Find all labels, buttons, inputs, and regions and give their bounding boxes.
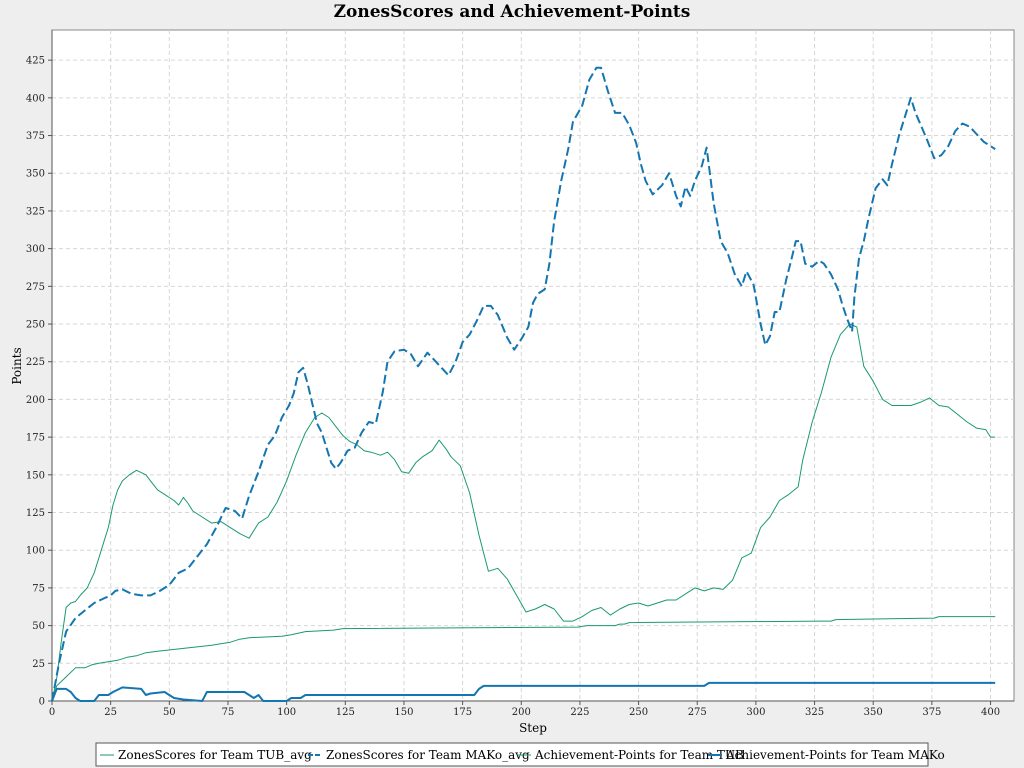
x-tick-label: 325 [805,707,824,718]
legend-label: ZonesScores for Team TUB_avg [118,748,312,762]
y-axis-label: Points [10,347,24,384]
y-tick-label: 275 [26,282,45,293]
legend-box [95,742,929,767]
y-tick-label: 200 [26,395,45,406]
x-tick-label: 50 [163,707,176,718]
legend-label: Achievement-Points for Team TUB [534,748,744,762]
grid-lines [52,30,1014,701]
x-tick-label: 275 [688,707,707,718]
y-tick-label: 50 [32,621,45,632]
y-tick-label: 25 [32,659,45,670]
legend-label: Achievement-Points for Team MAKo [725,748,945,762]
legend: ZonesScores for Team TUB_avg ZonesScores … [95,742,945,767]
x-tick-label: 150 [394,707,413,718]
y-tick-label: 225 [26,357,45,368]
x-tick-label: 175 [453,707,472,718]
x-ticks: 0 25 50 75 100 125 150 175 200 225 250 275 300 325 350… [49,701,1000,718]
x-tick-label: 375 [922,707,941,718]
y-tick-label: 250 [26,320,45,331]
x-tick-label: 300 [746,707,765,718]
x-axis-label: Step [519,721,547,735]
x-tick-label: 125 [336,707,355,718]
y-tick-label: 400 [26,93,45,104]
y-tick-label: 425 [26,56,45,67]
y-tick-label: 100 [26,546,45,557]
x-tick-label: 25 [104,707,117,718]
y-ticks: 0 25 50 75 100 125 150 175 200 225 250 275 300 325 350… [26,56,52,708]
x-tick-label: 200 [512,707,531,718]
x-tick-label: 75 [222,707,235,718]
x-tick-label: 350 [864,707,883,718]
series-line-achievement-points-for-team-mako [51,681,996,702]
series-line-zonesscores-for-team-tub-avg [51,323,996,702]
x-tick-label: 400 [981,707,1000,718]
legend-label: ZonesScores for Team MAKo_avg [326,748,530,762]
y-tick-label: 125 [26,508,45,519]
y-tick-label: 75 [32,583,45,594]
y-tick-label: 375 [26,131,45,142]
y-tick-label: 325 [26,206,45,217]
plot-area [51,29,1015,702]
x-tick-label: 250 [629,707,648,718]
y-tick-label: 350 [26,169,45,180]
x-tick-label: 0 [49,707,55,718]
chart-title: ZonesScores and Achievement-Points [334,2,691,22]
series-line-zonesscores-for-team-mako-avg [51,66,996,702]
axes [51,30,1014,702]
x-tick-label: 100 [277,707,296,718]
x-tick-label: 225 [570,707,589,718]
y-tick-label: 0 [39,697,45,708]
y-tick-label: 300 [26,244,45,255]
y-tick-label: 150 [26,470,45,481]
series-line-achievement-points-for-team-tub [51,616,996,702]
y-tick-label: 175 [26,433,45,444]
series-lines [51,66,996,702]
